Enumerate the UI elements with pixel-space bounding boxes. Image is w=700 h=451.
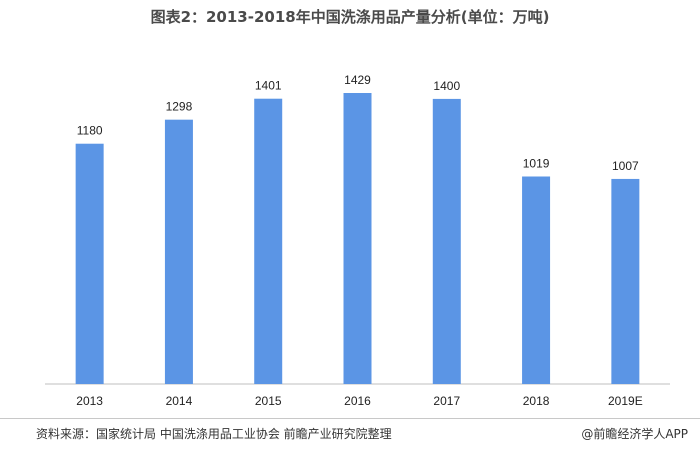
x-tick-label-2019E: 2019E	[608, 394, 643, 408]
bar-2018	[522, 176, 551, 384]
x-tick-label-2013: 2013	[76, 394, 103, 408]
bar-2015	[254, 98, 283, 385]
chart-title: 图表2：2013-2018年中国洗涤用品产量分析(单位：万吨)	[150, 8, 550, 26]
data-label-2013: 1180	[77, 124, 103, 138]
bar-2016	[343, 93, 372, 385]
data-label-2018: 1019	[523, 156, 550, 170]
bar-2017	[432, 98, 461, 384]
bar-2013	[75, 143, 104, 384]
data-label-2015: 1401	[255, 79, 282, 93]
source-note: 资料来源：国家统计局 中国洗涤用品工业协会 前瞻产业研究院整理	[36, 427, 392, 441]
bars-group	[75, 93, 640, 385]
bar-2014	[164, 119, 193, 385]
x-tick-label-2018: 2018	[523, 394, 550, 408]
brand-credit: @前瞻经济学人APP	[581, 427, 688, 441]
x-tick-label-2016: 2016	[344, 394, 371, 408]
bar-2019E	[611, 178, 640, 384]
data-labels-group: 1180 1298 1401 1429 1400 1019 1007	[77, 73, 639, 173]
x-tick-label-2015: 2015	[255, 394, 282, 408]
data-label-2019E: 1007	[612, 159, 639, 173]
x-tick-label-2014: 2014	[166, 394, 193, 408]
x-tick-labels-group: 2013 2014 2015 2016 2017 2018 2019E	[76, 394, 642, 408]
data-label-2017: 1400	[433, 79, 460, 93]
x-tick-label-2017: 2017	[433, 394, 460, 408]
footer: 资料来源：国家统计局 中国洗涤用品工业协会 前瞻产业研究院整理 @前瞻经济学人A…	[0, 418, 700, 449]
data-label-2014: 1298	[166, 100, 193, 114]
data-label-2016: 1429	[344, 73, 371, 87]
